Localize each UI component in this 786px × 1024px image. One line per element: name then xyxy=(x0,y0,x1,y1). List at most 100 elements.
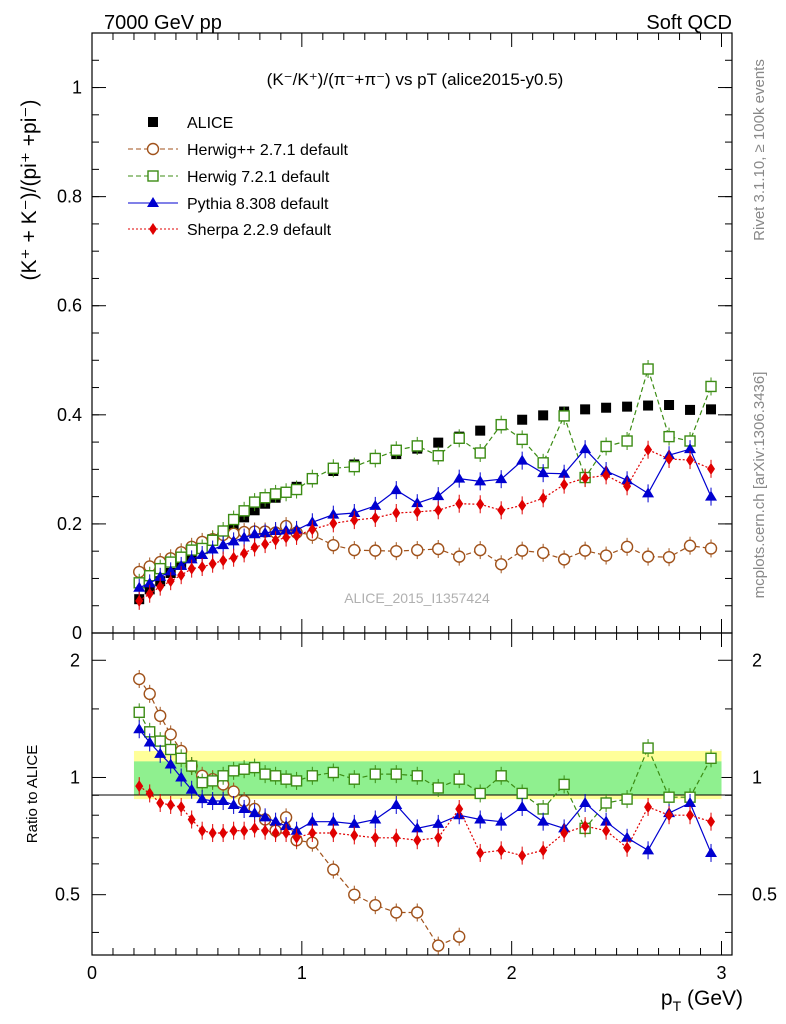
main-series-point xyxy=(135,594,144,607)
main-series-point xyxy=(662,550,676,564)
main-series-point xyxy=(518,499,527,512)
main-series-point xyxy=(683,539,697,552)
main-series-point xyxy=(259,492,271,504)
ratio-series-point xyxy=(198,824,207,837)
ratio-series-point xyxy=(306,770,319,782)
ratio-series-point xyxy=(621,831,634,842)
ratio-series-point xyxy=(623,841,632,854)
ratio-series-point xyxy=(390,768,402,780)
ratio-series-point xyxy=(495,770,507,782)
ratio-series-point xyxy=(705,752,717,765)
main-series-point xyxy=(187,562,196,575)
main-series-point xyxy=(348,460,360,473)
x-axis-label-p: p xyxy=(661,987,673,1010)
ratio-axes: 0 1 2 3 0.5 0.5 1 1 2 2 xyxy=(55,633,777,983)
ratio-series-point xyxy=(558,778,570,791)
ratio-series-point xyxy=(154,747,167,758)
ratio-series-point xyxy=(390,906,403,919)
main-series-point xyxy=(250,541,259,554)
main-series-point xyxy=(413,505,422,518)
ratio-series-point xyxy=(282,827,291,840)
ratio-series-point xyxy=(432,782,444,794)
ratio-series-point xyxy=(154,735,166,747)
main-series-point xyxy=(432,450,444,462)
main-series-point xyxy=(217,525,229,537)
main-series-point xyxy=(432,542,445,556)
ratio-series-point xyxy=(327,766,340,779)
main-series-point xyxy=(156,580,165,593)
main-series-point xyxy=(705,490,718,501)
main-series-point xyxy=(494,558,508,571)
ratio-series-point xyxy=(143,687,156,701)
main-series-point xyxy=(453,432,465,444)
ratio-series-point xyxy=(707,815,716,828)
main-axes: 0 0.2 0.4 0.6 0.8 1 xyxy=(57,33,732,643)
main-series-point xyxy=(290,483,303,496)
main-series-point xyxy=(306,472,319,485)
ratio-y-tick-label-right: 1 xyxy=(752,767,762,787)
ratio-series-point xyxy=(196,793,209,804)
ratio-y-tick-label: 2 xyxy=(70,650,80,670)
main-series-point xyxy=(707,462,716,475)
main-series-point xyxy=(432,490,445,501)
main-series-point xyxy=(198,561,207,573)
legend-label-alice: ALICE xyxy=(187,115,233,132)
main-series-point xyxy=(371,511,380,524)
ratio-series-point xyxy=(259,768,271,780)
x-axis-label: pT (GeV) xyxy=(661,987,743,1014)
main-series-point xyxy=(390,444,402,456)
ratio-series-point xyxy=(306,815,319,826)
y-tick-label: 0.2 xyxy=(57,514,82,534)
main-series-point xyxy=(229,551,238,564)
main-series-point xyxy=(248,496,261,508)
main-series-point xyxy=(537,467,550,478)
ratio-series-point xyxy=(350,829,359,842)
main-series-point xyxy=(390,544,403,558)
main-series-point xyxy=(369,499,382,510)
main-series-point xyxy=(560,478,569,491)
ratio-series-point xyxy=(644,800,653,813)
ratio-series-point xyxy=(392,831,401,844)
ratio-series-point xyxy=(348,888,361,901)
ratio-series-point xyxy=(133,706,145,719)
ratio-series-point xyxy=(206,775,219,787)
y-axis-label-main: (K⁺ + K⁻)/(pi⁺ +pi⁻) xyxy=(18,100,41,281)
ratio-series-point xyxy=(411,822,424,833)
ratio-series-point xyxy=(642,844,655,855)
main-series-point xyxy=(271,534,280,547)
ratio-series-point xyxy=(537,803,549,815)
ratio-series-point xyxy=(602,824,611,837)
main-series-point xyxy=(227,535,240,546)
ratio-series-point xyxy=(156,796,165,809)
ratio-series-point xyxy=(537,815,550,826)
y-tick-label: 0 xyxy=(72,623,82,643)
ratio-series-point xyxy=(219,827,228,840)
ratio-series-point xyxy=(206,795,219,806)
ratio-series-point xyxy=(217,795,230,806)
main-series-point xyxy=(497,504,506,517)
main-series-line xyxy=(138,448,712,602)
main-series-point xyxy=(196,549,209,559)
main-series-point xyxy=(600,440,612,453)
legend-label-pythia: Pythia 8.308 default xyxy=(187,196,329,213)
ratio-series-point xyxy=(686,809,695,822)
main-series-point xyxy=(622,401,633,412)
legend-marker-sherpa xyxy=(149,223,157,235)
main-series-point xyxy=(517,414,528,425)
legend-label-sherpa: Sherpa 2.2.9 default xyxy=(187,222,332,239)
ratio-series-point xyxy=(185,783,198,794)
ratio-series-point xyxy=(164,758,177,769)
ratio-series-point xyxy=(684,796,697,807)
main-series-point xyxy=(392,507,401,519)
main-series-point xyxy=(620,540,634,554)
ratio-series-point xyxy=(369,768,381,780)
main-series-point xyxy=(476,498,485,511)
ratio-series-point xyxy=(227,785,240,798)
main-series-point xyxy=(453,472,466,483)
main-series-point xyxy=(685,404,696,415)
ratio-series-point xyxy=(164,743,177,756)
y-tick-label: 1 xyxy=(72,78,82,98)
ratio-series-point xyxy=(185,760,198,772)
x-tick-label: 1 xyxy=(297,963,307,983)
ratio-series-point xyxy=(348,773,360,785)
